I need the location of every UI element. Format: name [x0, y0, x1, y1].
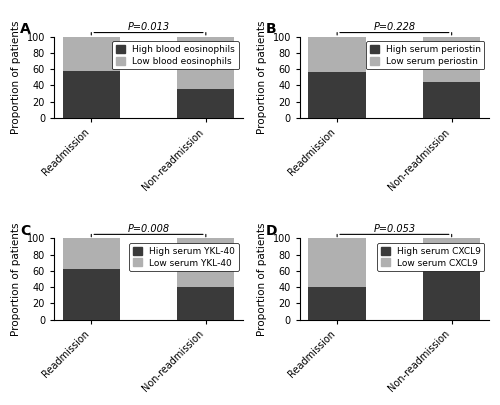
Bar	[62, 269, 120, 320]
Legend: High blood eosinophils, Low blood eosinophils: High blood eosinophils, Low blood eosino…	[112, 41, 238, 69]
Text: B: B	[266, 22, 276, 36]
Bar	[308, 239, 366, 287]
Bar	[423, 82, 480, 118]
Bar	[177, 36, 234, 89]
Bar	[308, 72, 366, 118]
Text: P=0.008: P=0.008	[128, 224, 170, 234]
Text: A: A	[20, 22, 31, 36]
Text: P=0.013: P=0.013	[128, 22, 170, 32]
Bar	[423, 239, 480, 260]
Bar	[177, 89, 234, 118]
Text: P=0.228: P=0.228	[374, 22, 416, 32]
Text: C: C	[20, 224, 30, 238]
Y-axis label: Proportion of patients: Proportion of patients	[11, 222, 21, 336]
Bar	[423, 260, 480, 320]
Y-axis label: Proportion of patients: Proportion of patients	[257, 222, 267, 336]
Bar	[177, 239, 234, 287]
Bar	[308, 36, 366, 72]
Bar	[62, 71, 120, 118]
Text: P=0.053: P=0.053	[374, 224, 416, 234]
Bar	[62, 239, 120, 269]
Bar	[423, 36, 480, 82]
Legend: High serum CXCL9, Low serum CXCL9: High serum CXCL9, Low serum CXCL9	[377, 243, 484, 271]
Bar	[177, 287, 234, 320]
Y-axis label: Proportion of patients: Proportion of patients	[257, 21, 267, 134]
Legend: High serum periostin, Low serum periostin: High serum periostin, Low serum periosti…	[366, 41, 484, 69]
Text: D: D	[266, 224, 278, 238]
Y-axis label: Proportion of patients: Proportion of patients	[11, 21, 21, 134]
Bar	[308, 287, 366, 320]
Bar	[62, 36, 120, 71]
Legend: High serum YKL-40, Low serum YKL-40: High serum YKL-40, Low serum YKL-40	[129, 243, 238, 271]
